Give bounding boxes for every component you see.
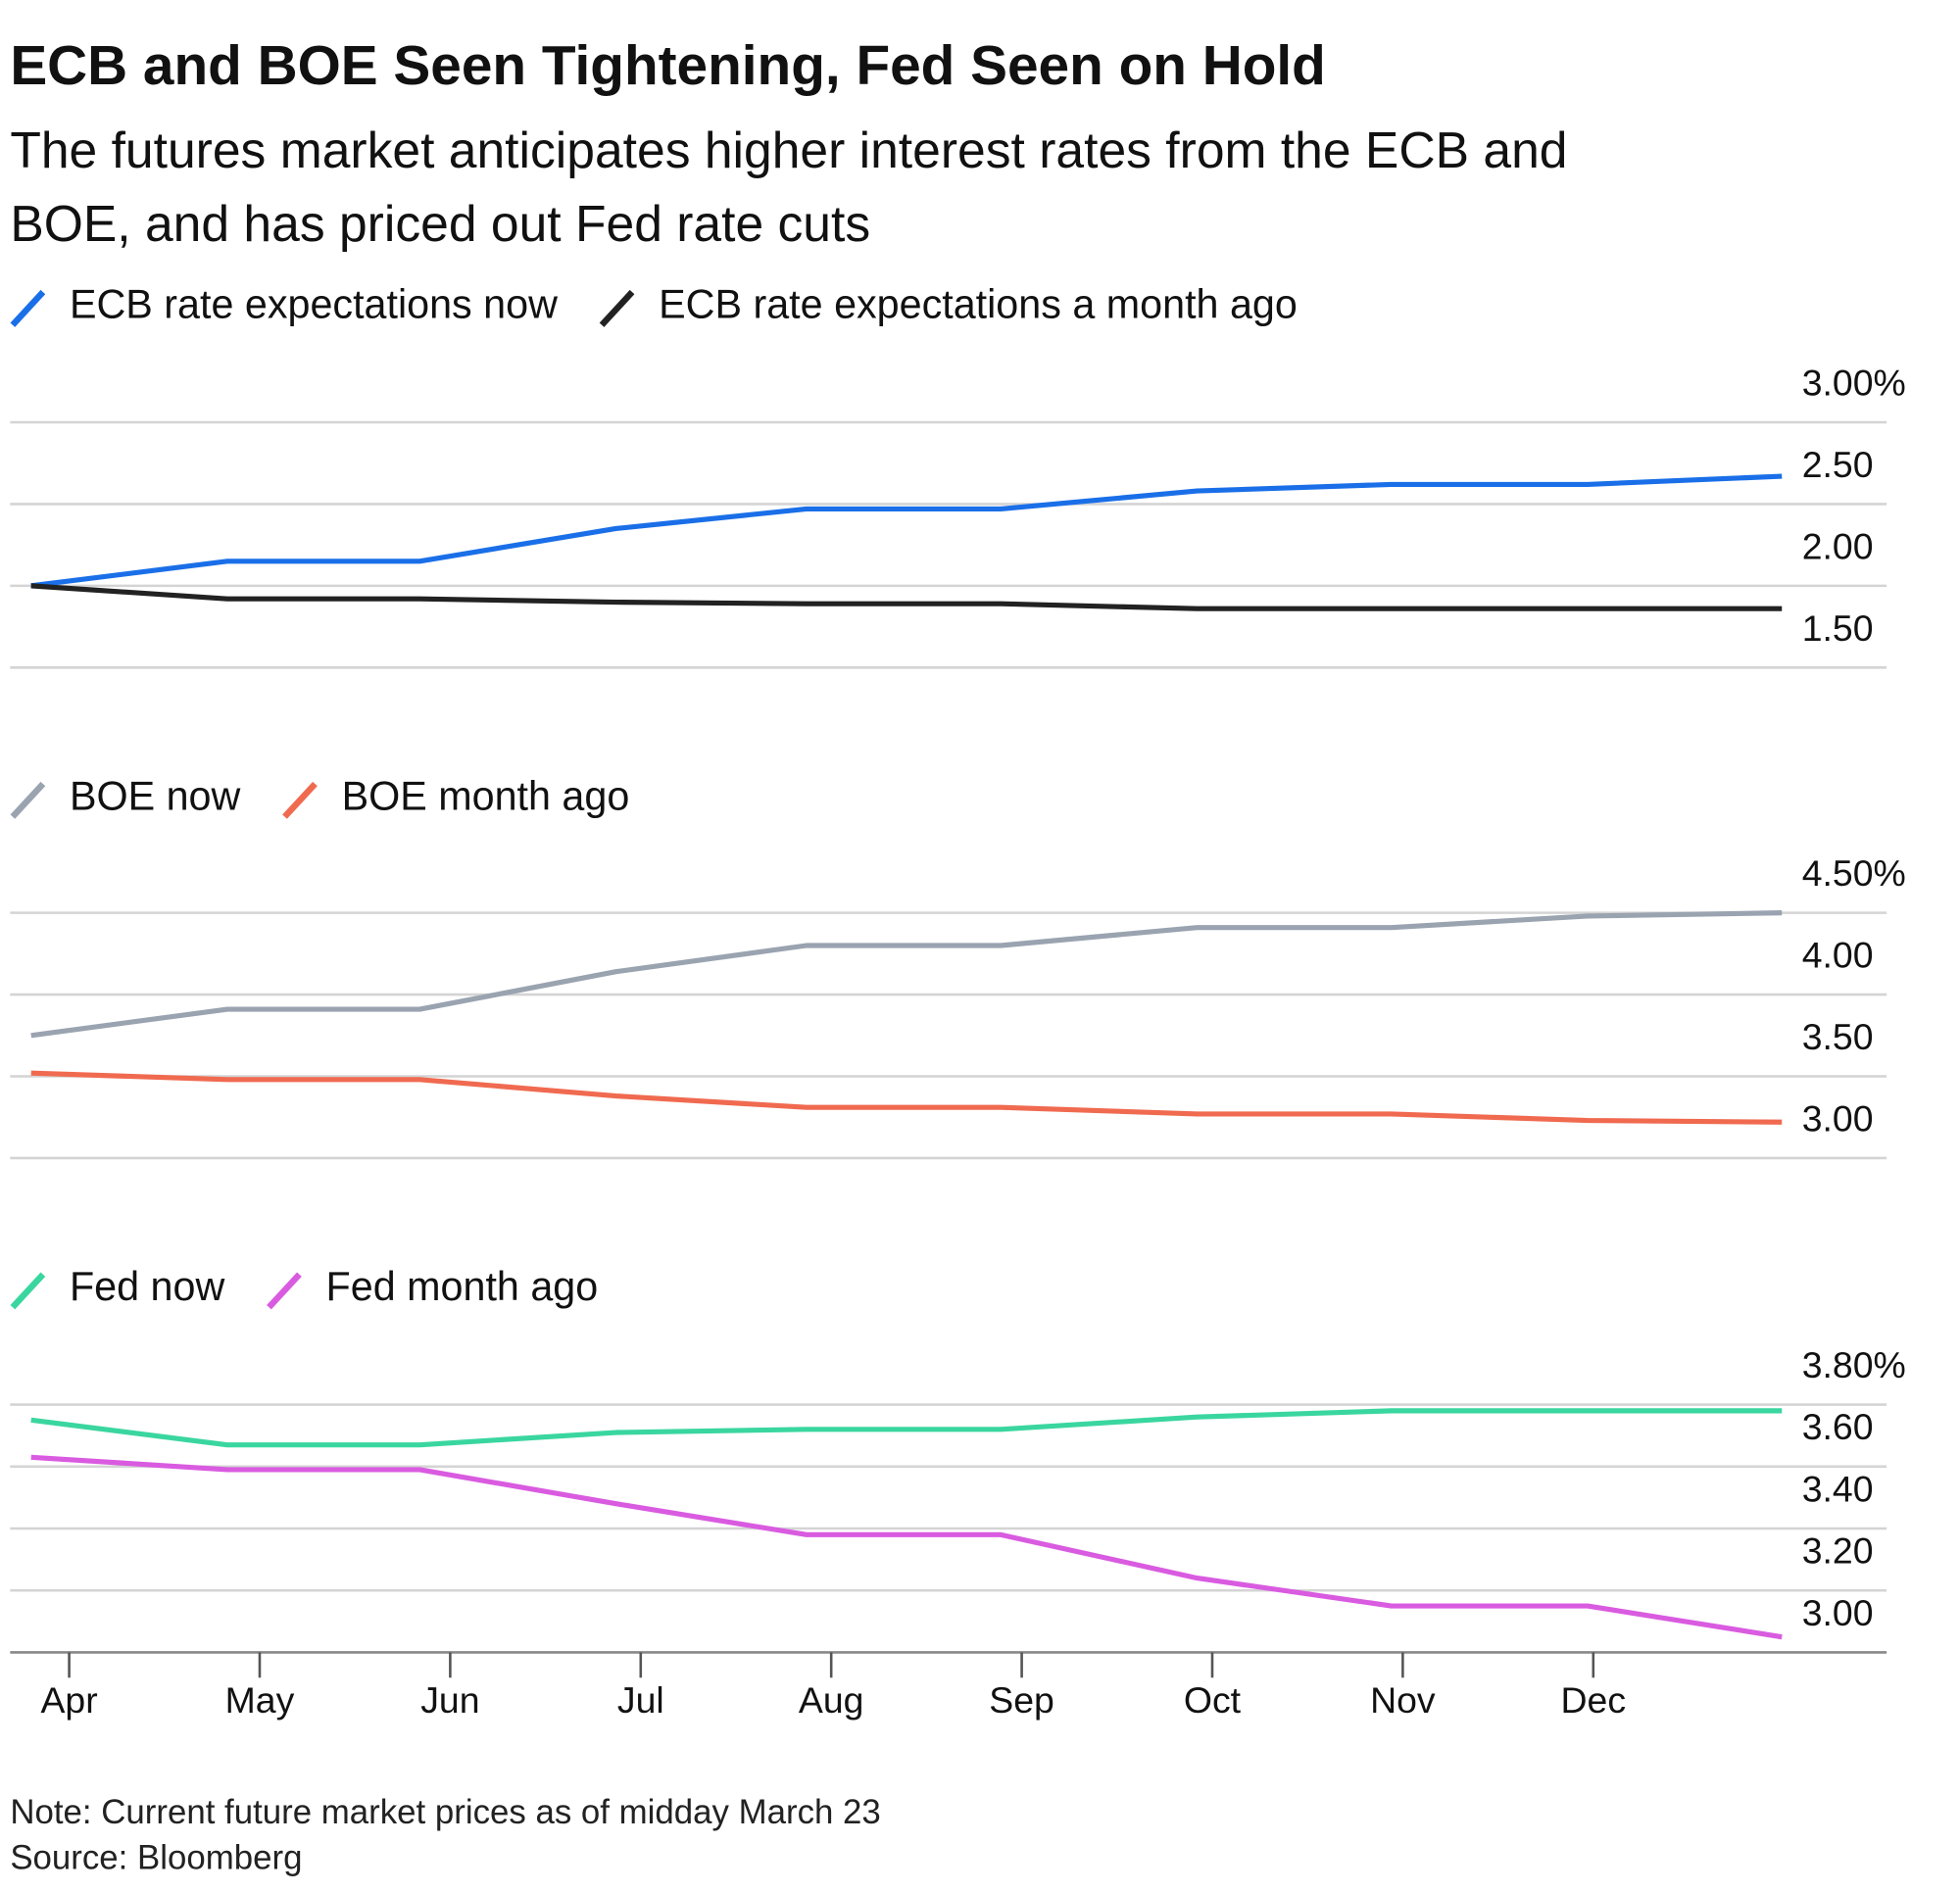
- chart-title: ECB and BOE Seen Tightening, Fed Seen on…: [10, 35, 1326, 97]
- line-series: [30, 1408, 1783, 1448]
- line-series: [30, 910, 1783, 1039]
- chart-subtitle: BOE, and has priced out Fed rate cuts: [10, 195, 870, 252]
- y-tick-label: 2.50: [1802, 444, 1874, 485]
- y-tick-label: 3.20: [1802, 1530, 1874, 1572]
- line-series: [30, 473, 1783, 589]
- legend-label: ECB rate expectations now: [70, 281, 558, 326]
- legend-marker: [599, 289, 635, 327]
- y-tick-label: 4.50%: [1802, 852, 1906, 894]
- x-tick-label: Dec: [1561, 1679, 1627, 1721]
- note: Note: Current future market prices as of…: [10, 1793, 880, 1831]
- y-tick-label: 4.00: [1802, 935, 1874, 976]
- x-tick-label: Oct: [1184, 1679, 1242, 1721]
- legend-label: Fed now: [70, 1264, 225, 1309]
- y-tick-label: 3.00: [1802, 1097, 1874, 1139]
- legend-marker: [10, 1272, 46, 1310]
- legend-marker: [282, 781, 318, 819]
- y-tick-label: 2.00: [1802, 525, 1874, 566]
- line-series: [30, 583, 1783, 611]
- x-tick-label: Aug: [799, 1679, 864, 1721]
- chart-subtitle: The futures market anticipates higher in…: [10, 121, 1567, 178]
- source: Source: Bloomberg: [10, 1838, 302, 1876]
- x-tick-label: Sep: [989, 1679, 1054, 1721]
- legend-label: Fed month ago: [326, 1264, 599, 1309]
- line-series: [30, 1454, 1783, 1640]
- x-tick-label: Jul: [617, 1679, 664, 1721]
- legend-marker: [10, 289, 46, 327]
- y-tick-label: 3.00: [1802, 1592, 1874, 1633]
- legend-label: ECB rate expectations a month ago: [659, 281, 1298, 326]
- legend-label: BOE now: [70, 773, 241, 818]
- x-tick-label: Nov: [1370, 1679, 1436, 1721]
- x-tick-label: Apr: [40, 1679, 97, 1721]
- y-tick-label: 1.50: [1802, 607, 1874, 649]
- y-tick-label: 3.80%: [1802, 1344, 1906, 1385]
- x-tick-label: May: [225, 1679, 295, 1721]
- y-tick-label: 3.40: [1802, 1468, 1874, 1509]
- y-tick-label: 3.00%: [1802, 362, 1906, 403]
- y-tick-label: 3.50: [1802, 1016, 1874, 1057]
- line-series: [30, 1070, 1783, 1125]
- legend-marker: [267, 1272, 302, 1310]
- x-tick-label: Jun: [420, 1679, 479, 1721]
- legend-marker: [10, 781, 46, 819]
- legend-label: BOE month ago: [342, 773, 630, 818]
- y-tick-label: 3.60: [1802, 1406, 1874, 1447]
